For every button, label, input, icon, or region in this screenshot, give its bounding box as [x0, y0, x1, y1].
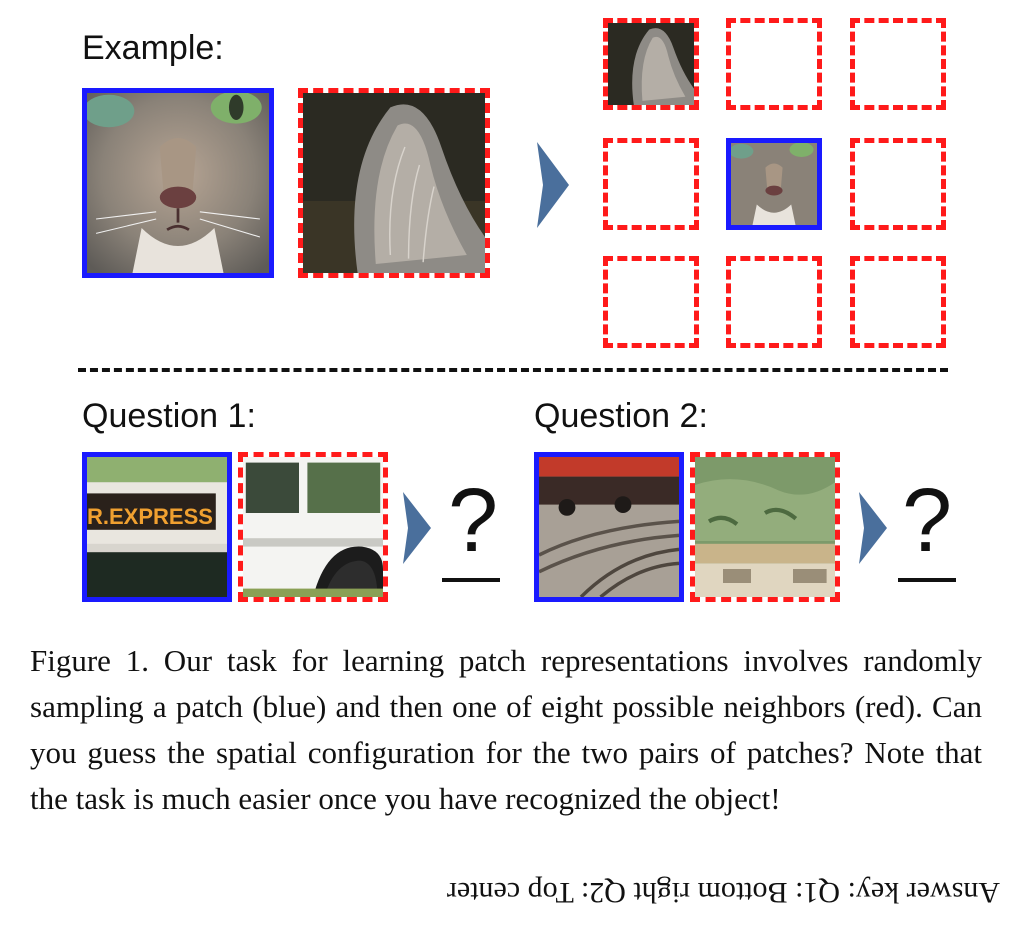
grid-cell-top-left-filled — [603, 18, 699, 110]
question-2-center-patch — [534, 452, 684, 602]
question-2-neighbor-patch — [690, 452, 840, 602]
hillside-train-roof-image — [695, 457, 835, 597]
cat-ear-image — [303, 93, 485, 273]
figure-caption: Figure 1. Our task for learning patch re… — [30, 643, 982, 816]
train-tracks-image — [539, 457, 679, 597]
grid-cell-center-cat-face — [726, 138, 822, 230]
grid-cell-top-center — [726, 18, 822, 110]
question-1-heading: Question 1: — [82, 397, 256, 435]
cat-face-thumbnail — [731, 143, 817, 225]
grid-cell-middle-right — [850, 138, 946, 230]
answer-key-upside-down: Answer key: Q1: Bottom right Q2: Top cen… — [300, 874, 1000, 910]
example-heading: Example: — [82, 29, 224, 67]
right-arrow-icon — [856, 490, 890, 566]
answer-key-text: Answer key: Q1: Bottom right Q2: Top cen… — [446, 876, 1000, 909]
grid-cell-top-right — [850, 18, 946, 110]
question-2-heading: Question 2: — [534, 397, 708, 435]
question-1-neighbor-patch — [238, 452, 388, 602]
grid-cell-bottom-center — [726, 256, 822, 348]
question-1-center-patch — [82, 452, 232, 602]
center-patch-cat-face — [82, 88, 274, 278]
grid-cell-middle-left — [603, 138, 699, 230]
neighbor-patch-cat-ear — [298, 88, 490, 278]
question-2-answer-blank — [898, 578, 956, 582]
bus-side-image — [243, 457, 383, 597]
grid-cell-bottom-right — [850, 256, 946, 348]
bus-sign-image — [87, 457, 227, 597]
cat-ear-thumbnail — [608, 23, 694, 105]
right-arrow-icon — [533, 140, 573, 230]
question-1-answer-blank — [442, 578, 500, 582]
grid-cell-bottom-left — [603, 256, 699, 348]
bus-sign-text: R.EXPRESS — [87, 504, 213, 529]
right-arrow-icon — [400, 490, 434, 566]
section-separator — [78, 368, 948, 372]
question-2-mark: ? — [901, 471, 953, 571]
question-1-mark: ? — [447, 471, 499, 571]
cat-face-image — [87, 93, 269, 273]
